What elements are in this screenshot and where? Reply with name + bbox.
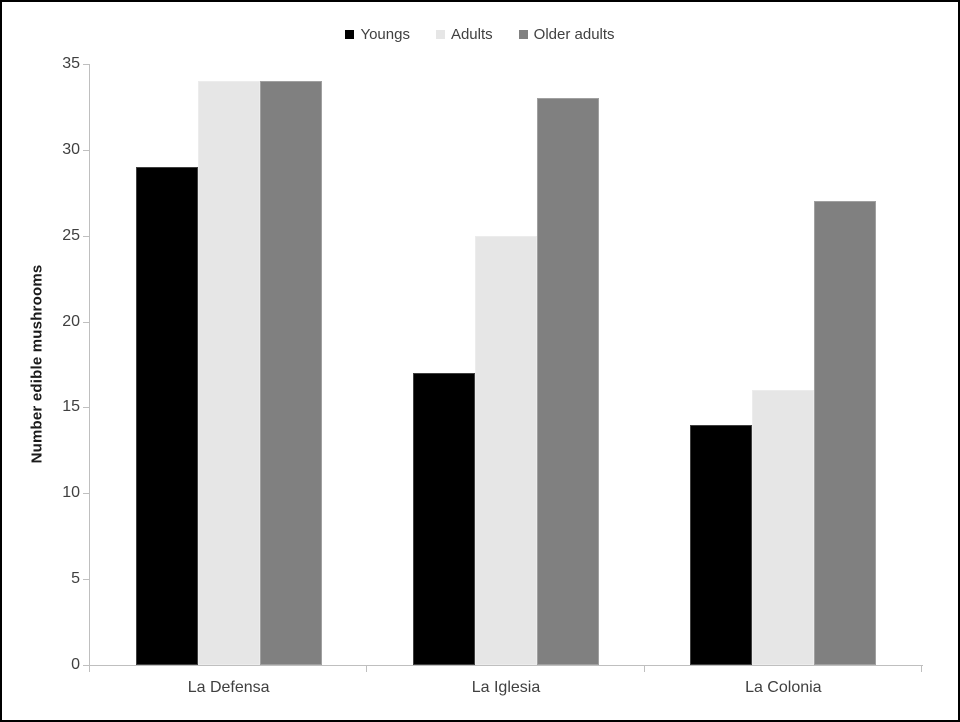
bar-older-adults-la-iglesia (537, 98, 599, 665)
x-category-label: La Defensa (187, 679, 270, 696)
x-tick-mark (643, 666, 645, 672)
y-tick-label: 5 (71, 570, 80, 588)
y-tick-mark (83, 407, 89, 409)
legend-item-adults: Adults (435, 26, 493, 43)
y-tick-mark (83, 321, 89, 323)
bar-youngs-la-colonia (690, 424, 753, 665)
bar-youngs-la-iglesia (413, 373, 475, 665)
y-tick-label: 0 (71, 656, 80, 673)
x-tick-mark (921, 666, 922, 672)
x-tick-mark (89, 666, 90, 672)
legend: Youngs Adults Older adults (2, 26, 958, 43)
legend-label: Older adults (533, 26, 615, 43)
bar-older-adults-la-colonia (814, 201, 877, 665)
y-tick-label: 20 (62, 312, 80, 330)
bar-adults-la-iglesia (475, 235, 537, 665)
y-tick-label: 10 (62, 484, 80, 502)
y-tick-label: 25 (62, 226, 80, 244)
legend-swatch-youngs (345, 30, 355, 39)
x-axis-line (89, 665, 923, 666)
bar-adults-la-defensa (197, 81, 260, 665)
y-tick-mark (83, 493, 89, 495)
legend-label: Youngs (360, 26, 410, 43)
y-tick-label: 15 (62, 398, 80, 416)
legend-swatch-adults (435, 30, 445, 39)
bar-older-adults-la-defensa (259, 81, 322, 665)
y-tick-mark (83, 64, 89, 65)
x-category-label: La Iglesia (471, 679, 541, 696)
y-tick-mark (83, 149, 89, 151)
legend-label: Adults (450, 26, 493, 43)
y-tick-mark (83, 665, 89, 666)
legend-item-older-adults: Older adults (518, 26, 615, 43)
bar-adults-la-colonia (752, 390, 815, 665)
x-tick-mark (366, 666, 368, 672)
y-tick-mark (83, 235, 89, 237)
legend-item-youngs: Youngs (345, 26, 410, 43)
y-tick-mark (83, 579, 89, 581)
legend-swatch-older-adults (518, 30, 528, 39)
y-tick-label: 30 (62, 140, 80, 158)
bar-youngs-la-defensa (135, 167, 198, 665)
x-category-label: La Colonia (745, 679, 822, 696)
y-axis-line (89, 64, 90, 666)
y-tick-label: 35 (62, 55, 80, 72)
